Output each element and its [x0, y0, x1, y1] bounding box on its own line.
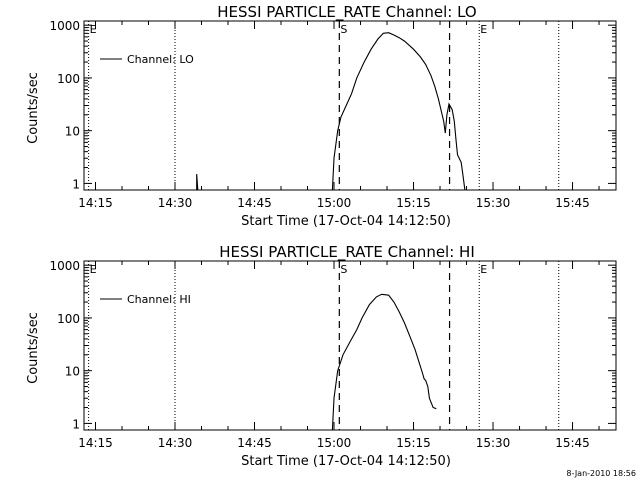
hi-x-tick-label-4: 15:15	[396, 436, 431, 450]
lo-corner-marker-label: E	[90, 23, 97, 36]
lo-x-tick-label-1: 14:30	[158, 196, 193, 210]
hi-channel-panel: HESSI PARTICLE_RATE Channel: HI Start Ti…	[26, 243, 617, 469]
hi-y-axis-label: Counts/sec	[26, 312, 41, 384]
hi-y-tick-label-2: 100	[57, 312, 80, 326]
lo-x-axis-label: Start Time (17-Oct-04 14:12:50)	[241, 214, 451, 229]
lo-y-tick-label-0: 1	[72, 177, 80, 191]
hi-y-tick-label-1: 10	[65, 365, 80, 379]
lo-x-tick-label-5: 15:30	[476, 196, 511, 210]
lo-x-tick-label-2: 14:45	[237, 196, 272, 210]
hi-y-tick-label-0: 1	[72, 417, 80, 431]
hi-x-tick-label-1: 14:30	[158, 436, 193, 450]
hi-legend-label: Channel: HI	[127, 293, 191, 306]
lo-y-tick-label-1: 10	[65, 125, 80, 139]
lo-series-0-segment-0	[196, 174, 199, 191]
lo-chart-title: HESSI PARTICLE_RATE Channel: LO	[217, 3, 476, 22]
lo-legend-label: Channel: LO	[127, 53, 194, 66]
hi-start-marker-label: S	[340, 263, 347, 276]
hi-y-tick-label-3: 1000	[49, 259, 80, 273]
footer-timestamp: 8-Jan-2010 18:56	[566, 469, 636, 478]
hi-corner-marker-label: E	[90, 263, 97, 276]
lo-start-marker-label: S	[340, 23, 347, 36]
hi-x-tick-label-6: 15:45	[555, 436, 590, 450]
lo-x-tick-label-3: 15:00	[317, 196, 352, 210]
hi-x-tick-label-3: 15:00	[317, 436, 352, 450]
hi-plot-frame	[83, 260, 617, 431]
lo-series-0-segment-1	[331, 32, 466, 191]
lo-x-tick-label-0: 14:15	[78, 196, 113, 210]
lo-channel-panel: HESSI PARTICLE_RATE Channel: LO Start Ti…	[26, 3, 617, 229]
lo-end-marker-label: E	[480, 23, 487, 36]
hi-x-tick-label-5: 15:30	[476, 436, 511, 450]
lo-y-axis-label: Counts/sec	[26, 72, 41, 144]
lo-y-tick-label-2: 100	[57, 72, 80, 86]
lo-x-tick-label-6: 15:45	[555, 196, 590, 210]
hi-series-0-segment-0	[331, 293, 437, 431]
lo-x-tick-label-4: 15:15	[396, 196, 431, 210]
hi-x-axis-label: Start Time (17-Oct-04 14:12:50)	[241, 454, 451, 469]
hi-x-tick-label-0: 14:15	[78, 436, 113, 450]
hi-x-tick-label-2: 14:45	[237, 436, 272, 450]
hi-end-marker-label: E	[480, 263, 487, 276]
hi-chart-title: HESSI PARTICLE_RATE Channel: HI	[219, 243, 475, 262]
lo-y-tick-label-3: 1000	[49, 19, 80, 33]
lo-plot-frame	[83, 20, 617, 191]
